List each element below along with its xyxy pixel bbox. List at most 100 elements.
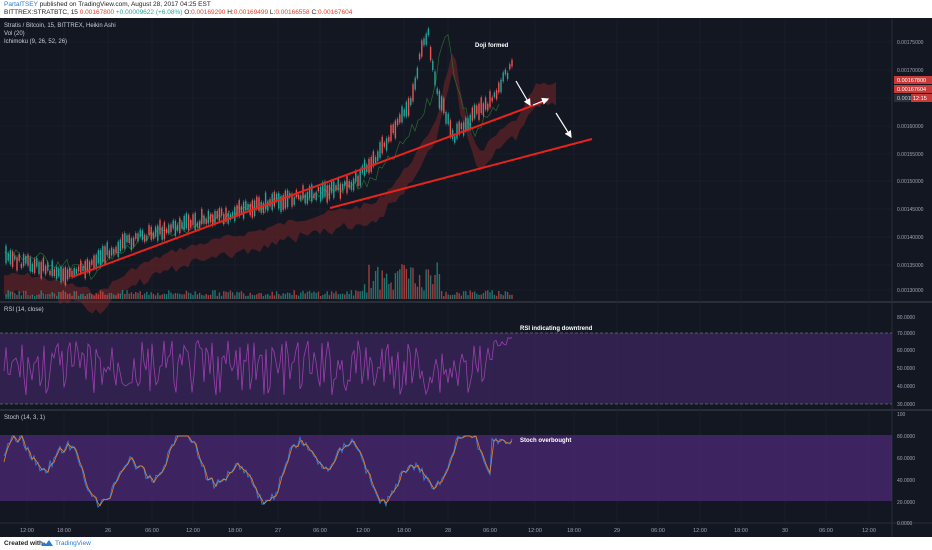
- arrow-right[interactable]: [532, 97, 550, 106]
- tradingview-brand[interactable]: TradingView: [55, 540, 91, 547]
- ichimoku-legend[interactable]: Ichimoku (9, 26, 52, 26): [4, 39, 67, 45]
- candle-body: [16, 257, 18, 271]
- volume-bar: [357, 291, 359, 299]
- rsi-annotation[interactable]: RSI indicating downtrend: [520, 326, 593, 332]
- volume-bar: [229, 290, 232, 299]
- candle-body: [484, 97, 487, 110]
- rsi-tick-label: 50.0000: [897, 366, 915, 372]
- candle-body: [445, 112, 447, 124]
- volume-bar: [29, 295, 31, 299]
- volume-bar: [280, 295, 282, 299]
- volume-bar: [227, 292, 229, 299]
- candle-body: [20, 263, 23, 268]
- candle-body: [421, 40, 423, 57]
- time-tick-label: 18:00: [228, 528, 242, 534]
- candle-body: [308, 185, 311, 199]
- candle-body: [187, 214, 190, 231]
- volume-bar: [319, 295, 322, 299]
- volume-bar: [117, 293, 119, 299]
- rsi-scale[interactable]: 80.0000 70.0000 60.0000 50.0000 40.0000 30.00…: [897, 315, 915, 408]
- volume-bar: [95, 292, 97, 299]
- candle-body: [102, 245, 104, 263]
- time-badge: [911, 94, 932, 102]
- stoch-annotation[interactable]: Stoch overbought: [520, 438, 571, 444]
- volume-bar: [377, 266, 379, 299]
- volume-bar: [183, 294, 185, 299]
- volume-bar: [308, 290, 311, 299]
- volume-bar: [223, 291, 225, 299]
- volume-bar: [262, 295, 265, 299]
- candle-body: [93, 255, 95, 269]
- time-tick-label: 12:00: [693, 528, 707, 534]
- volume-bar: [205, 293, 207, 299]
- doji-annotation[interactable]: Doji formed: [475, 43, 509, 49]
- trendline-lower[interactable]: [71, 99, 549, 278]
- volume-bar: [335, 291, 337, 299]
- candle-body: [500, 79, 502, 93]
- rsi-band: [0, 333, 892, 404]
- candle-body: [60, 266, 62, 283]
- rsi-legend[interactable]: RSI (14, close): [4, 307, 44, 313]
- volume-bar: [322, 294, 324, 299]
- arrow-down-1[interactable]: [515, 80, 531, 107]
- candle-body: [412, 84, 414, 102]
- price-tick-label: 0.00145000: [897, 207, 924, 213]
- volume-bar: [278, 294, 280, 299]
- candle-body: [403, 109, 405, 117]
- volume-bar: [447, 294, 449, 299]
- volume-bar: [22, 290, 25, 299]
- candle-body: [476, 105, 478, 114]
- candle-body: [469, 114, 471, 130]
- trendline-upper[interactable]: [329, 138, 593, 209]
- time-axis[interactable]: 12:00 18:00 26 06:00 12:00 18:00 27 06:00 12:00 1…: [20, 528, 876, 534]
- volume-bar: [58, 291, 60, 299]
- volume-bar: [44, 294, 47, 299]
- volume-bar: [388, 284, 390, 299]
- volume-bar: [418, 275, 421, 299]
- price-tick-label: 0.00130000: [897, 288, 924, 294]
- candle-body: [454, 136, 456, 143]
- volume-bar: [425, 269, 427, 299]
- stoch-tick-label: 80.0000: [897, 434, 915, 440]
- candle-body: [355, 170, 357, 182]
- volume-bar: [119, 293, 122, 299]
- candle-body: [399, 114, 401, 123]
- author-link[interactable]: PartalTSEY: [4, 1, 38, 8]
- stoch-tick-label: 0.0000: [897, 521, 913, 527]
- candle-body: [42, 257, 45, 272]
- main-legend[interactable]: Stratis / Bitcoin, 15, BITTREX, Heikin A…: [4, 23, 116, 29]
- volume-bar: [93, 295, 95, 299]
- volume-bar: [291, 295, 293, 299]
- candle-body: [53, 269, 56, 277]
- close-price-badge-text: 0.00167604: [897, 87, 926, 93]
- candle-body: [407, 98, 410, 116]
- candle-body: [214, 210, 216, 225]
- volume-bar: [471, 292, 474, 299]
- candle-body: [357, 175, 359, 187]
- candle-body: [22, 254, 25, 267]
- candle-body: [350, 181, 353, 190]
- candle-body: [168, 224, 170, 234]
- candle-body: [493, 92, 496, 98]
- candle-body: [449, 120, 452, 138]
- volume-bar: [47, 294, 49, 299]
- price-scale[interactable]: 0.00175000 0.00170000 0.00165000 0.00160000…: [897, 40, 924, 294]
- candle-body: [51, 260, 53, 277]
- stoch-scale[interactable]: 100 80.0000 60.0000 40.0000 20.0000 0.0000: [897, 412, 915, 527]
- vol-legend[interactable]: Vol (20): [4, 31, 25, 37]
- volume-bar: [260, 293, 262, 299]
- trading-chart[interactable]: Stratis / Bitcoin, 15, BITTREX, Heikin A…: [0, 18, 932, 537]
- candle-body: [304, 194, 306, 204]
- candle-body: [432, 60, 434, 71]
- volume-bar: [33, 295, 36, 299]
- candle-body: [179, 218, 181, 234]
- volume-bar: [460, 295, 463, 299]
- arrow-down-2[interactable]: [555, 112, 572, 139]
- stoch-k-line: [3, 435, 513, 508]
- volume-bar: [143, 293, 146, 299]
- candle-body: [137, 233, 139, 242]
- candle-body: [504, 69, 507, 75]
- stoch-legend[interactable]: Stoch (14, 3, 1): [4, 415, 45, 421]
- candle-body: [385, 138, 388, 151]
- candle-body: [225, 207, 227, 222]
